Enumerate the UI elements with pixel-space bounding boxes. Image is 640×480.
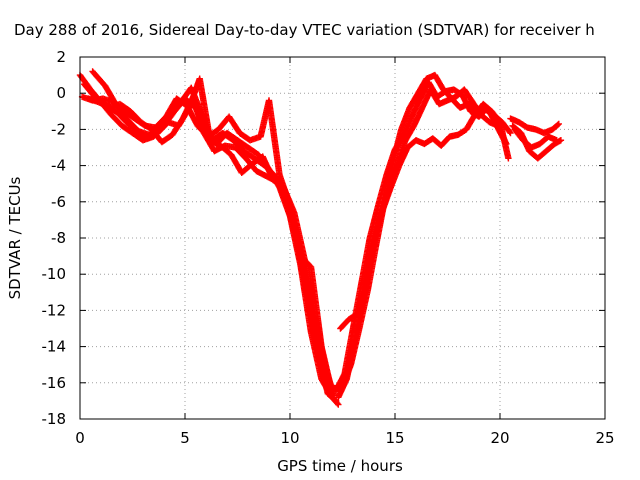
y-tick-label: -10 bbox=[42, 265, 67, 283]
data-point bbox=[506, 128, 513, 136]
x-tick-label: 20 bbox=[490, 429, 509, 447]
y-tick-label: -12 bbox=[42, 301, 67, 319]
data-series bbox=[339, 71, 514, 390]
chart-title: Day 288 of 2016, Sidereal Day-to-day VTE… bbox=[14, 21, 595, 39]
data-series bbox=[78, 93, 334, 386]
data-point bbox=[326, 379, 334, 386]
y-tick-label: 0 bbox=[56, 84, 66, 102]
grid-lines bbox=[80, 57, 605, 419]
data-point bbox=[503, 140, 510, 148]
y-axis-label: SDTVAR / TECUs bbox=[6, 176, 24, 299]
y-tick-label: -2 bbox=[51, 120, 66, 138]
axis-ticks: 0 5 10 15 20 25 -18 -16 -14 -12 -10 -8 -6 -4 -2 0 2 bbox=[42, 48, 615, 447]
data-points bbox=[76, 68, 565, 408]
data-series bbox=[511, 126, 560, 151]
data-point bbox=[335, 401, 342, 408]
data-point bbox=[507, 129, 514, 137]
y-tick-label: -18 bbox=[42, 410, 67, 428]
x-tick-label: 10 bbox=[280, 429, 299, 447]
data-series bbox=[89, 68, 338, 399]
y-tick-label: 2 bbox=[56, 48, 66, 66]
x-tick-label: 0 bbox=[75, 429, 85, 447]
y-tick-label: -16 bbox=[42, 374, 67, 392]
x-axis-label: GPS time / hours bbox=[277, 457, 403, 475]
data-point bbox=[555, 120, 562, 128]
data-point bbox=[505, 155, 512, 162]
y-tick-label: -6 bbox=[51, 193, 66, 211]
x-tick-label: 25 bbox=[595, 429, 614, 447]
data-point bbox=[333, 397, 340, 405]
y-tick-label: -8 bbox=[51, 229, 66, 247]
x-tick-label: 5 bbox=[180, 429, 190, 447]
data-point bbox=[553, 137, 560, 144]
data-series bbox=[507, 115, 562, 137]
plot-frame bbox=[79, 56, 606, 420]
data-series bbox=[335, 86, 510, 401]
x-tick-label: 15 bbox=[385, 429, 404, 447]
data-point bbox=[554, 121, 561, 129]
y-tick-label: -14 bbox=[42, 338, 67, 356]
y-tick-label: -4 bbox=[51, 157, 66, 175]
